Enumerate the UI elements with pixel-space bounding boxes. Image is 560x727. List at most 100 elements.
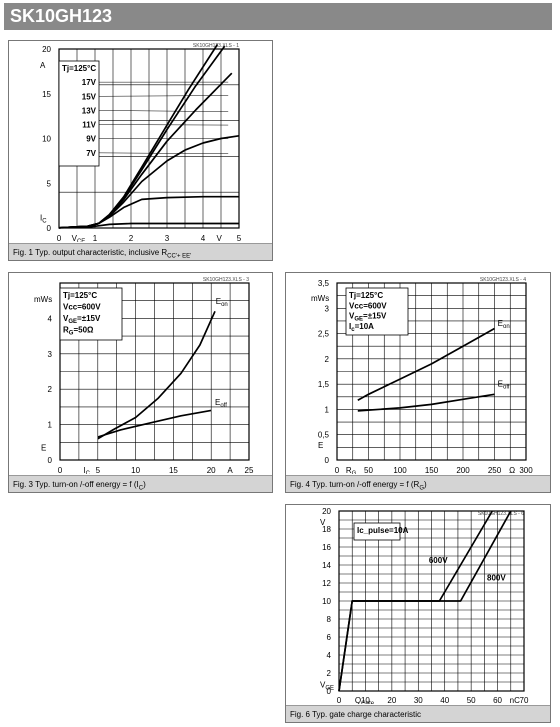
- x-axis-unit: Ω: [509, 466, 515, 474]
- condition-text: Ic=10A: [349, 322, 374, 333]
- x-tick-label: 15: [169, 466, 178, 474]
- y-tick-label: 0: [325, 456, 330, 465]
- chart-panel-fig4: SK10GH123.XLS - 4 0 0,5 1 1,5 2 2,5 3 3,5 0 50 100 1…: [285, 272, 551, 493]
- condition-box: [345, 287, 409, 336]
- series-label: Eoff: [215, 398, 227, 409]
- y-axis-label: E: [41, 444, 46, 453]
- condition-text: 15V: [82, 92, 97, 101]
- x-tick-label: 250: [488, 466, 502, 474]
- condition-text: Vcc=600V: [349, 301, 387, 310]
- x-tick-label: 70: [520, 696, 529, 704]
- y-axis-label: E: [318, 441, 323, 450]
- x-axis-label: RG: [346, 466, 357, 474]
- leader-line: [98, 124, 229, 126]
- y-tick-label: 2,5: [318, 330, 330, 339]
- caption-sub: C: [138, 485, 144, 492]
- condition-text: VGE=±15V: [63, 314, 101, 325]
- y-tick-label: 4: [327, 651, 332, 660]
- leader-line: [98, 95, 229, 97]
- y-tick-label: 10: [42, 135, 51, 144]
- chart-caption: Fig. 3 Typ. turn-on /-off energy = f (IC…: [9, 475, 272, 492]
- condition-box: [58, 60, 100, 167]
- y-tick-label: 1: [325, 405, 330, 414]
- leader-line: [98, 152, 229, 154]
- condition-text: 17V: [82, 78, 97, 87]
- condition-text: Ic_pulse=10A: [357, 526, 409, 535]
- x-tick-label: 300: [519, 466, 533, 474]
- x-tick-label: 5: [237, 234, 242, 242]
- x-tick-label: 200: [456, 466, 470, 474]
- series-label: Eon: [498, 319, 510, 330]
- y-tick-label: 12: [322, 579, 331, 588]
- leader-line: [98, 110, 229, 112]
- y-tick-label: 14: [322, 561, 331, 570]
- series-line: [357, 327, 495, 402]
- y-tick-label: 2: [48, 385, 53, 394]
- condition-box: [353, 522, 401, 541]
- condition-text: 13V: [82, 106, 97, 115]
- condition-text: RG=50Ω: [63, 326, 94, 337]
- y-tick-label: 3: [48, 350, 53, 359]
- y-tick-label: 1,5: [318, 380, 330, 389]
- caption-close: ): [143, 480, 146, 489]
- y-axis-label: VGE: [320, 681, 334, 692]
- series-line: [58, 195, 239, 229]
- y-tick-label: 20: [322, 507, 331, 516]
- x-tick-label: 3: [165, 234, 170, 242]
- x-tick-label: 20: [207, 466, 216, 474]
- page-title: SK10GH123: [10, 6, 113, 26]
- x-tick-label: 2: [129, 234, 134, 242]
- x-tick-label: 25: [245, 466, 254, 474]
- y-tick-label: 10: [322, 597, 331, 606]
- caption-text: Fig. 6 Typ. gate charge characteristic: [290, 710, 422, 719]
- plot-frame: [336, 282, 527, 461]
- x-tick-label: 20: [387, 696, 396, 704]
- annotation-label: 600V: [429, 556, 448, 565]
- x-tick-label: 10: [131, 466, 140, 474]
- condition-text: Tj=125°C: [63, 291, 97, 300]
- file-label: SK10GH123.XLS - 3: [203, 277, 249, 283]
- y-axis-unit: A: [40, 61, 46, 70]
- condition-text: Tj=125°C: [349, 291, 383, 300]
- file-label: SK10GH123.XLS - 4: [480, 277, 526, 283]
- series-line: [97, 310, 216, 440]
- caption-text: Fig. 3 Typ. turn-on /-off energy = f (I: [13, 480, 139, 489]
- y-tick-label: 3: [325, 304, 330, 313]
- condition-text: 7V: [86, 149, 96, 158]
- y-tick-label: 2: [327, 669, 332, 678]
- y-axis-unit: V: [320, 518, 326, 527]
- y-tick-label: 6: [327, 633, 332, 642]
- x-tick-label: 0: [335, 466, 340, 474]
- x-tick-label: 100: [393, 466, 407, 474]
- y-tick-label: 18: [322, 525, 331, 534]
- x-tick-label: 1: [93, 234, 98, 242]
- x-tick-label: 150: [425, 466, 439, 474]
- x-tick-label: 60: [493, 696, 502, 704]
- plot-frame: [59, 282, 250, 461]
- series-line: [357, 393, 495, 412]
- y-axis-unit: mWs: [34, 295, 52, 304]
- y-tick-label: 0: [48, 456, 53, 465]
- y-tick-label: 16: [322, 543, 331, 552]
- series-line: [97, 409, 212, 438]
- chart-caption: Fig. 4 Typ. turn-on /-off energy = f (RG…: [286, 475, 550, 492]
- file-label: SK10GH123.XLS - 6: [478, 511, 524, 517]
- caption-close: ): [424, 480, 427, 489]
- chart-fig6: SK10GH123.XLS - 6 0 2 4 6 8 10 12 14 16 18 20 0 10 20 3…: [320, 507, 529, 704]
- annotation-label: 800V: [487, 573, 506, 582]
- x-tick-label: 30: [414, 696, 423, 704]
- y-tick-label: 1: [48, 421, 53, 430]
- x-tick-label: 50: [364, 466, 373, 474]
- x-tick-label: 5: [96, 466, 101, 474]
- series-line: [58, 222, 239, 229]
- caption-sub: G: [419, 485, 424, 492]
- caption-text: Fig. 1 Typ. output characteristic, inclu…: [13, 248, 168, 257]
- condition-box: [59, 287, 123, 341]
- chart-panel-fig1: SK10GH123.XLS - 1 0 5 10 15 20 0 1 2 3 4 5 VCE V IC A Tj…: [8, 40, 273, 261]
- y-tick-label: 2: [325, 355, 330, 364]
- y-tick-label: 0: [47, 224, 52, 233]
- page-header: SK10GH123: [4, 3, 552, 30]
- x-axis-unit: nC: [510, 696, 520, 704]
